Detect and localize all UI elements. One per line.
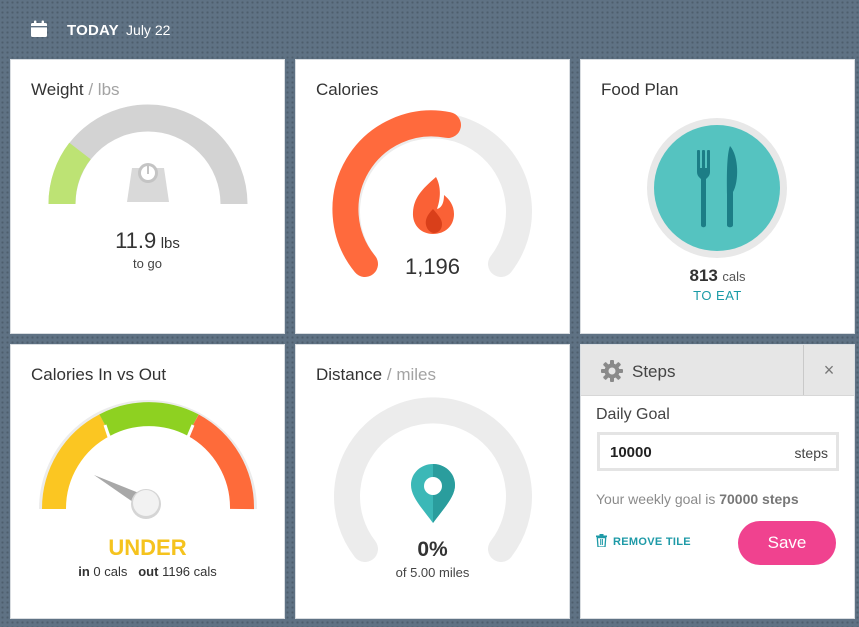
scale-icon <box>127 163 169 202</box>
plate-graphic <box>647 118 787 258</box>
out-label: out <box>138 564 159 579</box>
steps-settings-header: Steps × <box>581 345 854 396</box>
weight-value: 11.9 lbs <box>11 228 284 254</box>
header-divider <box>803 345 804 395</box>
steps-title: Steps <box>632 362 676 381</box>
steps-settings-tile: Steps × Daily Goal 10000 steps Your week… <box>580 344 855 619</box>
map-pin-icon <box>411 464 455 523</box>
weight-unit: / lbs <box>88 80 120 99</box>
weekly-goal-value: 70000 steps <box>719 491 799 507</box>
remove-tile-button[interactable]: REMOVE TILE <box>596 534 691 548</box>
weight-title: Weight <box>31 80 84 99</box>
in-value: 0 cals <box>93 564 128 579</box>
gear-icon[interactable] <box>601 360 623 382</box>
fork-knife-icon <box>697 146 738 228</box>
food-plan-title: Food Plan <box>601 80 679 99</box>
today-label: TODAY <box>67 22 119 39</box>
food-plan-number: 813 <box>689 266 718 285</box>
calories-in-out-tile[interactable]: Calories In vs Out UNDER in 0 cals out 1… <box>10 344 285 619</box>
distance-unit: / miles <box>386 365 436 384</box>
trash-icon <box>596 534 607 548</box>
in-label: in <box>78 564 90 579</box>
gauge-segment-high <box>186 414 255 510</box>
save-button[interactable]: Save <box>738 521 836 565</box>
weight-gauge <box>48 104 248 205</box>
calories-gauge-progress <box>332 110 461 277</box>
gauge-segment-low <box>41 414 111 510</box>
in-out-gauge <box>39 400 257 519</box>
calories-gauge <box>332 110 532 277</box>
food-plan-sub: TO EAT <box>693 288 742 303</box>
distance-sub: of 5.00 miles <box>395 565 470 580</box>
distance-title: Distance <box>316 365 383 384</box>
food-plan-tile[interactable]: Food Plan 813 cals TO EAT <box>580 59 855 334</box>
distance-gauge <box>334 397 532 562</box>
weight-gauge-progress <box>48 142 91 205</box>
daily-goal-label: Daily Goal <box>596 406 670 423</box>
distance-value: 0% <box>417 538 448 561</box>
in-out-status: UNDER <box>108 535 187 560</box>
in-out-summary: in 0 cals out 1196 cals <box>11 564 284 579</box>
weekly-goal-prefix: Your weekly goal is <box>596 491 716 507</box>
out-value: 1196 cals <box>162 564 217 579</box>
daily-goal-value: 10000 <box>610 444 652 461</box>
weight-tile[interactable]: Weight / lbs 11.9 lbs to go <box>10 59 285 334</box>
remove-tile-label: REMOVE TILE <box>613 536 691 548</box>
weekly-goal-text: Your weekly goal is 70000 steps <box>596 491 799 507</box>
daily-goal-unit: steps <box>794 445 828 461</box>
weight-sub: to go <box>133 256 162 271</box>
food-plan-value: 813 cals <box>581 266 854 286</box>
flame-icon <box>412 177 454 234</box>
current-date: July 22 <box>126 22 171 38</box>
calories-value: 1,196 <box>404 254 461 279</box>
distance-gauge-track <box>334 397 532 562</box>
weight-value-unit: lbs <box>160 235 180 252</box>
calories-in-out-title: Calories In vs Out <box>31 365 167 384</box>
food-plan-unit: cals <box>722 269 746 284</box>
daily-goal-input[interactable]: 10000 steps <box>597 432 839 471</box>
calendar-icon[interactable] <box>30 20 48 38</box>
calories-tile[interactable]: Calories 1,196 <box>295 59 570 334</box>
weight-number: 11.9 <box>115 228 157 253</box>
distance-tile[interactable]: Distance / miles 0% of 5.00 miles <box>295 344 570 619</box>
gauge-segment-mid <box>99 402 199 436</box>
tile-title: Weight / lbs <box>31 80 120 100</box>
close-button[interactable]: × <box>823 360 835 380</box>
calories-title: Calories <box>316 80 379 99</box>
top-bar: TODAY July 22 <box>0 0 859 58</box>
tile-title: Distance / miles <box>316 365 436 385</box>
date-label[interactable]: TODAY July 22 <box>67 21 170 40</box>
gauge-needle-icon <box>94 475 161 519</box>
